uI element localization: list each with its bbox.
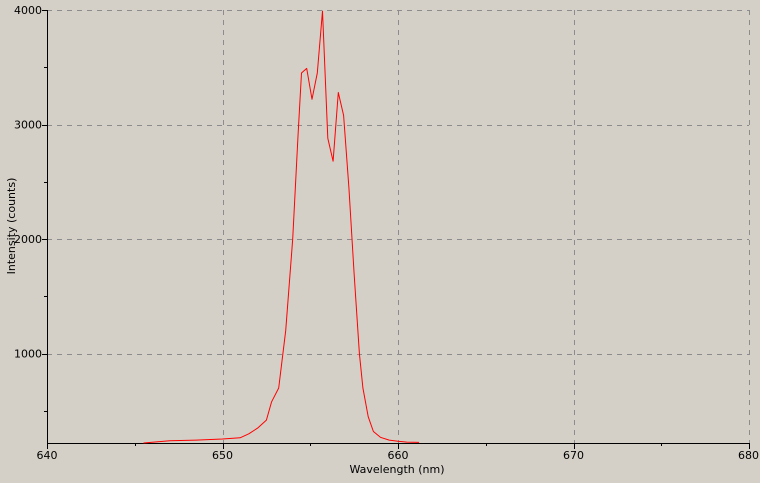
x-tick-label: 640 <box>37 449 58 462</box>
y-tick-label: 3000 <box>14 119 42 132</box>
x-tick-label: 650 <box>212 449 233 462</box>
x-axis-title: Wavelength (nm) <box>349 463 444 476</box>
series-line <box>143 10 420 444</box>
ticks <box>42 10 750 449</box>
y-tick-label: 1000 <box>14 348 42 361</box>
axes <box>47 10 749 444</box>
x-tick-label: 660 <box>388 449 409 462</box>
y-tick-label: 2000 <box>14 233 42 246</box>
x-tick-label: 680 <box>738 449 759 462</box>
tick-labels: 640 650 660 670 680 1000 2000 3000 4000 <box>14 4 759 462</box>
grid <box>47 10 750 443</box>
y-tick-label: 4000 <box>14 4 42 17</box>
x-tick-label: 670 <box>563 449 584 462</box>
y-axis-title: Intensity (counts) <box>5 178 18 275</box>
series <box>143 10 420 444</box>
